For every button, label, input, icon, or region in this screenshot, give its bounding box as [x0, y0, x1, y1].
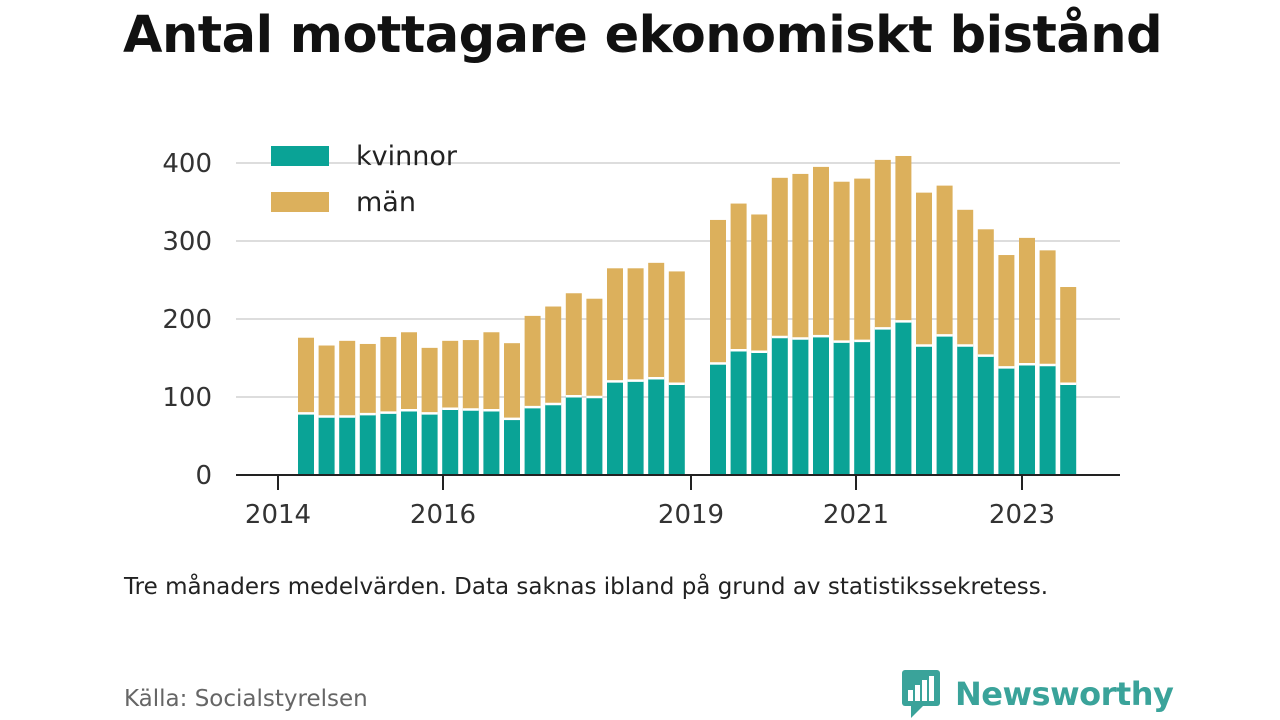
- bar-man: [627, 268, 644, 381]
- bar-man: [771, 177, 788, 337]
- bar-man: [1019, 237, 1035, 365]
- bar-man: [792, 173, 809, 339]
- y-tick-label: 100: [162, 383, 212, 413]
- bar-kvinnor: [524, 407, 541, 475]
- bar-man: [586, 298, 603, 397]
- bar-kvinnor: [318, 416, 335, 475]
- chart-note: Tre månaders medelvärden. Data saknas ib…: [124, 574, 1049, 600]
- bar-kvinnor: [751, 351, 768, 475]
- bar-kvinnor: [998, 367, 1015, 475]
- bar-kvinnor: [957, 345, 974, 475]
- bar-man: [936, 185, 953, 336]
- bar-kvinnor: [627, 380, 644, 475]
- bar-man: [813, 166, 829, 337]
- bar-man: [1039, 250, 1056, 366]
- bar-man: [916, 192, 932, 346]
- bar-man: [524, 315, 541, 408]
- x-tick-label: 2021: [823, 500, 889, 530]
- bar-man: [977, 229, 994, 356]
- brand-name: Newsworthy: [955, 675, 1174, 713]
- bar-kvinnor: [648, 378, 665, 475]
- bar-kvinnor: [359, 414, 376, 475]
- y-tick-label: 200: [162, 305, 212, 335]
- bar-kvinnor: [1060, 383, 1077, 475]
- bar-kvinnor: [339, 416, 356, 475]
- bar-kvinnor: [833, 341, 850, 475]
- bar-kvinnor: [874, 328, 891, 475]
- bar-man: [854, 178, 871, 341]
- bar-man: [895, 155, 912, 322]
- bar-man: [833, 181, 850, 342]
- bar-kvinnor: [730, 350, 747, 475]
- bar-man: [462, 340, 479, 410]
- bar-kvinnor: [483, 410, 500, 475]
- legend-swatch: [271, 146, 329, 166]
- chart-title: Antal mottagare ekonomiskt bistånd: [123, 6, 1163, 65]
- bar-chart-speech-bubble-icon: [902, 670, 940, 718]
- bar-kvinnor: [916, 345, 932, 475]
- bar-kvinnor: [1039, 365, 1056, 475]
- bar-man: [710, 219, 726, 364]
- bar-man: [318, 345, 335, 417]
- bar-man: [730, 203, 747, 351]
- source-credit: Källa: Socialstyrelsen: [124, 686, 368, 712]
- x-tick-label: 2019: [658, 500, 724, 530]
- bar-man: [668, 271, 685, 384]
- bar-kvinnor: [462, 409, 479, 475]
- bar-man: [998, 255, 1015, 368]
- legend-label: kvinnor: [356, 141, 458, 172]
- bar-man: [339, 340, 356, 417]
- bar-kvinnor: [813, 336, 829, 475]
- x-tick-label: 2014: [245, 500, 311, 530]
- legend-label: män: [356, 187, 416, 218]
- bar-man: [957, 209, 974, 346]
- bar-man: [380, 336, 397, 413]
- bar-kvinnor: [895, 321, 912, 475]
- bar-man: [504, 343, 520, 419]
- x-tick-label: 2016: [410, 500, 476, 530]
- bar-kvinnor: [565, 396, 582, 475]
- bar-kvinnor: [607, 381, 623, 475]
- bar-man: [483, 332, 500, 411]
- bar-kvinnor: [421, 413, 438, 475]
- bar-kvinnor: [977, 355, 994, 475]
- bar-man: [1060, 287, 1077, 384]
- newsworthy-logo[interactable]: Newsworthy: [901, 668, 1174, 720]
- bar-man: [607, 268, 623, 382]
- bars: [298, 155, 1077, 475]
- bar-man: [298, 337, 314, 414]
- y-tick-label: 300: [162, 227, 212, 257]
- y-tick-label: 400: [162, 149, 212, 179]
- bar-man: [421, 347, 438, 414]
- bar-man: [401, 332, 417, 411]
- bar-kvinnor: [545, 404, 562, 475]
- bar-kvinnor: [586, 397, 603, 475]
- y-tick-label: 0: [195, 461, 212, 491]
- bar-man: [545, 306, 562, 405]
- bar-man: [359, 343, 376, 415]
- legend: kvinnor män: [271, 141, 458, 218]
- bar-kvinnor: [771, 336, 788, 475]
- bar-kvinnor: [380, 412, 397, 475]
- y-tick-labels: 0 100 200 300 400: [162, 149, 212, 491]
- bar-kvinnor: [401, 410, 417, 475]
- bar-man: [751, 214, 768, 352]
- bar-kvinnor: [298, 413, 314, 475]
- bar-kvinnor: [792, 338, 809, 475]
- x-tick-labels: 2014 2016 2019 2021 2023: [245, 476, 1055, 530]
- bar-kvinnor: [936, 335, 953, 475]
- bar-kvinnor: [442, 408, 459, 475]
- bar-kvinnor: [668, 383, 685, 475]
- bar-man: [648, 262, 665, 379]
- bar-man: [874, 159, 891, 329]
- bar-man: [442, 340, 459, 409]
- bar-kvinnor: [1019, 364, 1035, 475]
- bar-kvinnor: [504, 418, 520, 475]
- bar-kvinnor: [854, 340, 871, 475]
- bar-man: [565, 293, 582, 397]
- legend-swatch: [271, 192, 329, 212]
- bar-kvinnor: [710, 363, 726, 475]
- x-tick-label: 2023: [989, 500, 1055, 530]
